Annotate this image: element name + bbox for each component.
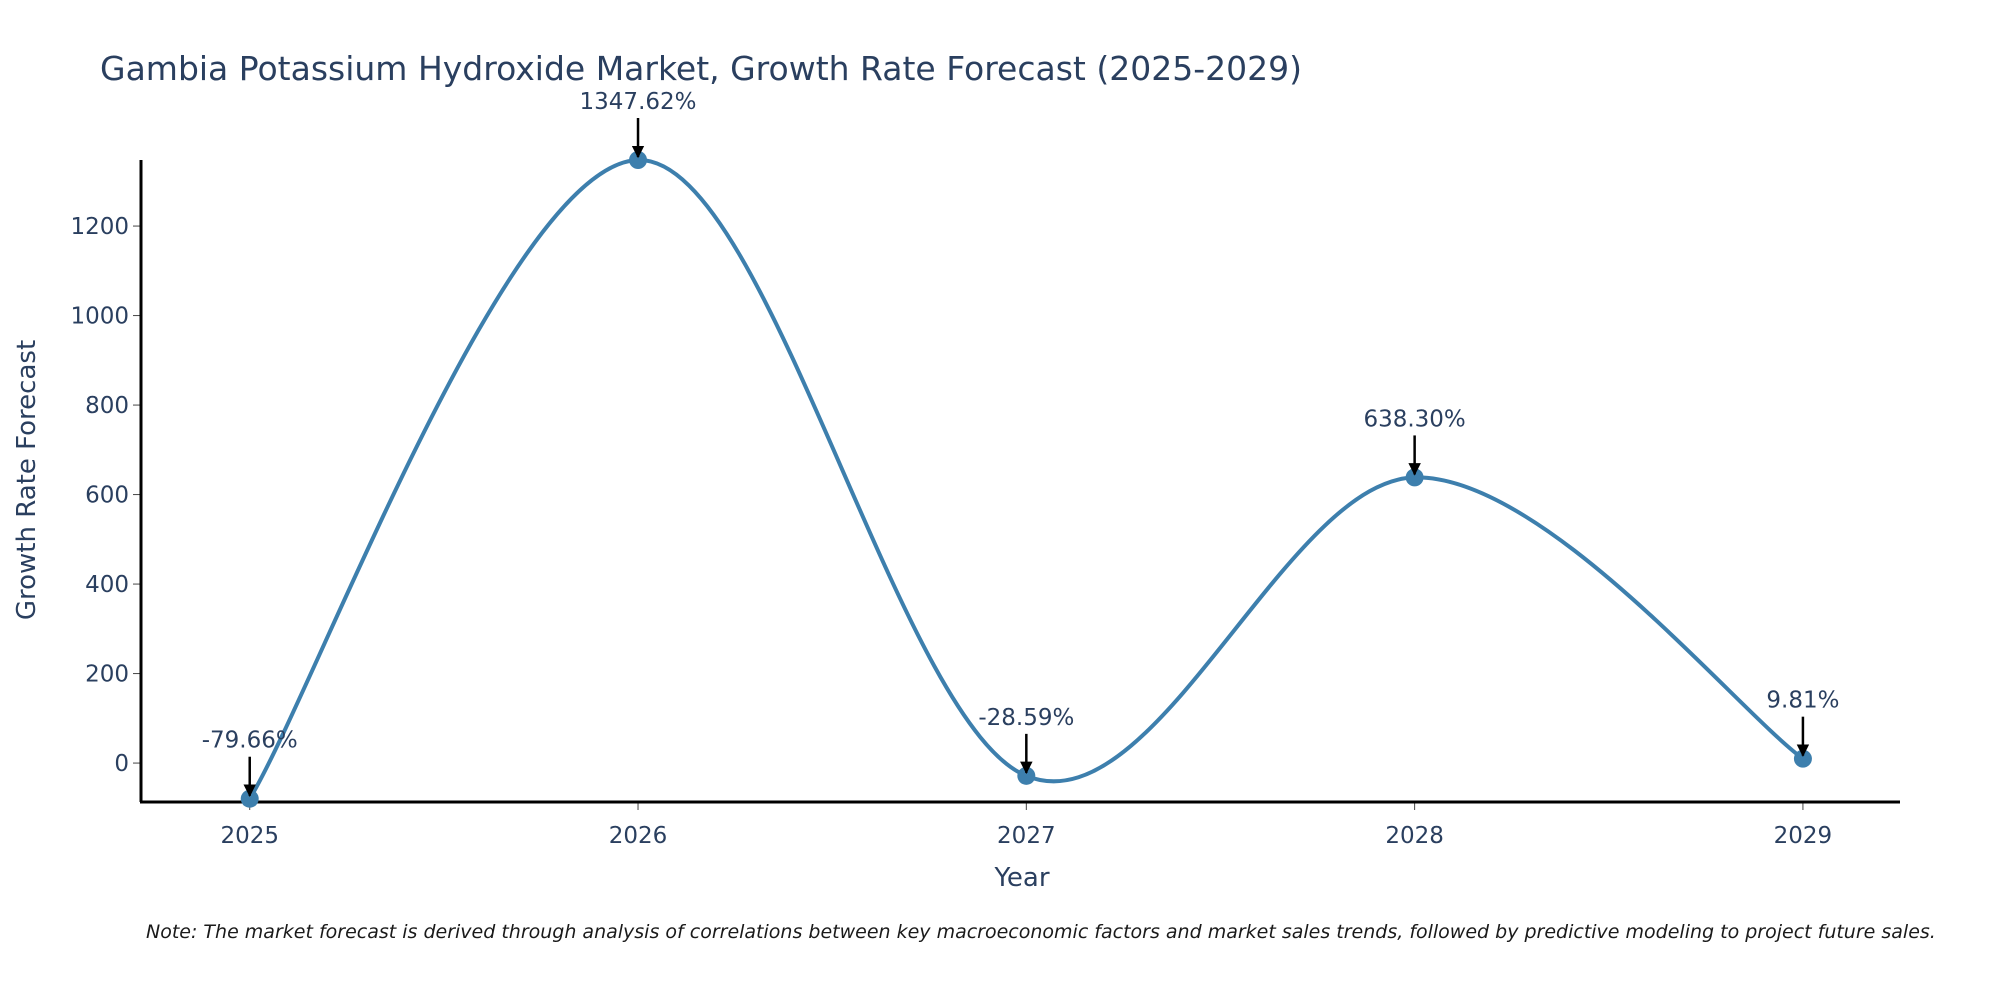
footnote: Note: The market forecast is derived thr… bbox=[146, 921, 1936, 943]
y-tick-label: 0 bbox=[114, 751, 129, 777]
data-annotations: -79.66% 1347.62% -28.59% 638.30% 9.81% bbox=[202, 89, 1839, 797]
y-tick-label: 800 bbox=[85, 393, 129, 419]
chart-title: Gambia Potassium Hydroxide Market, Growt… bbox=[100, 49, 1302, 88]
x-tick-label: 2026 bbox=[609, 823, 668, 849]
x-axis-title: Year bbox=[993, 863, 1049, 893]
y-tick-label: 400 bbox=[85, 572, 129, 598]
data-label: -79.66% bbox=[202, 728, 298, 754]
series-line bbox=[248, 157, 1805, 800]
x-tick-label: 2028 bbox=[1385, 823, 1444, 849]
x-tick-label: 2025 bbox=[220, 823, 279, 849]
y-axis-title: Growth Rate Forecast bbox=[12, 340, 42, 620]
x-tick-label: 2029 bbox=[1774, 823, 1833, 849]
data-label: 9.81% bbox=[1766, 688, 1839, 714]
y-tick-label: 600 bbox=[85, 483, 129, 509]
data-label: 1347.62% bbox=[580, 89, 697, 115]
data-label: 638.30% bbox=[1363, 406, 1465, 432]
y-axis-ticks: 0 200 400 600 800 1000 1200 bbox=[70, 214, 141, 777]
x-axis-ticks: 2025 2026 2027 2028 2029 bbox=[220, 802, 1832, 849]
data-label: -28.59% bbox=[978, 705, 1074, 731]
y-tick-label: 1200 bbox=[70, 214, 129, 240]
y-tick-label: 1000 bbox=[70, 304, 129, 330]
x-tick-label: 2027 bbox=[997, 823, 1056, 849]
y-tick-label: 200 bbox=[85, 662, 129, 688]
